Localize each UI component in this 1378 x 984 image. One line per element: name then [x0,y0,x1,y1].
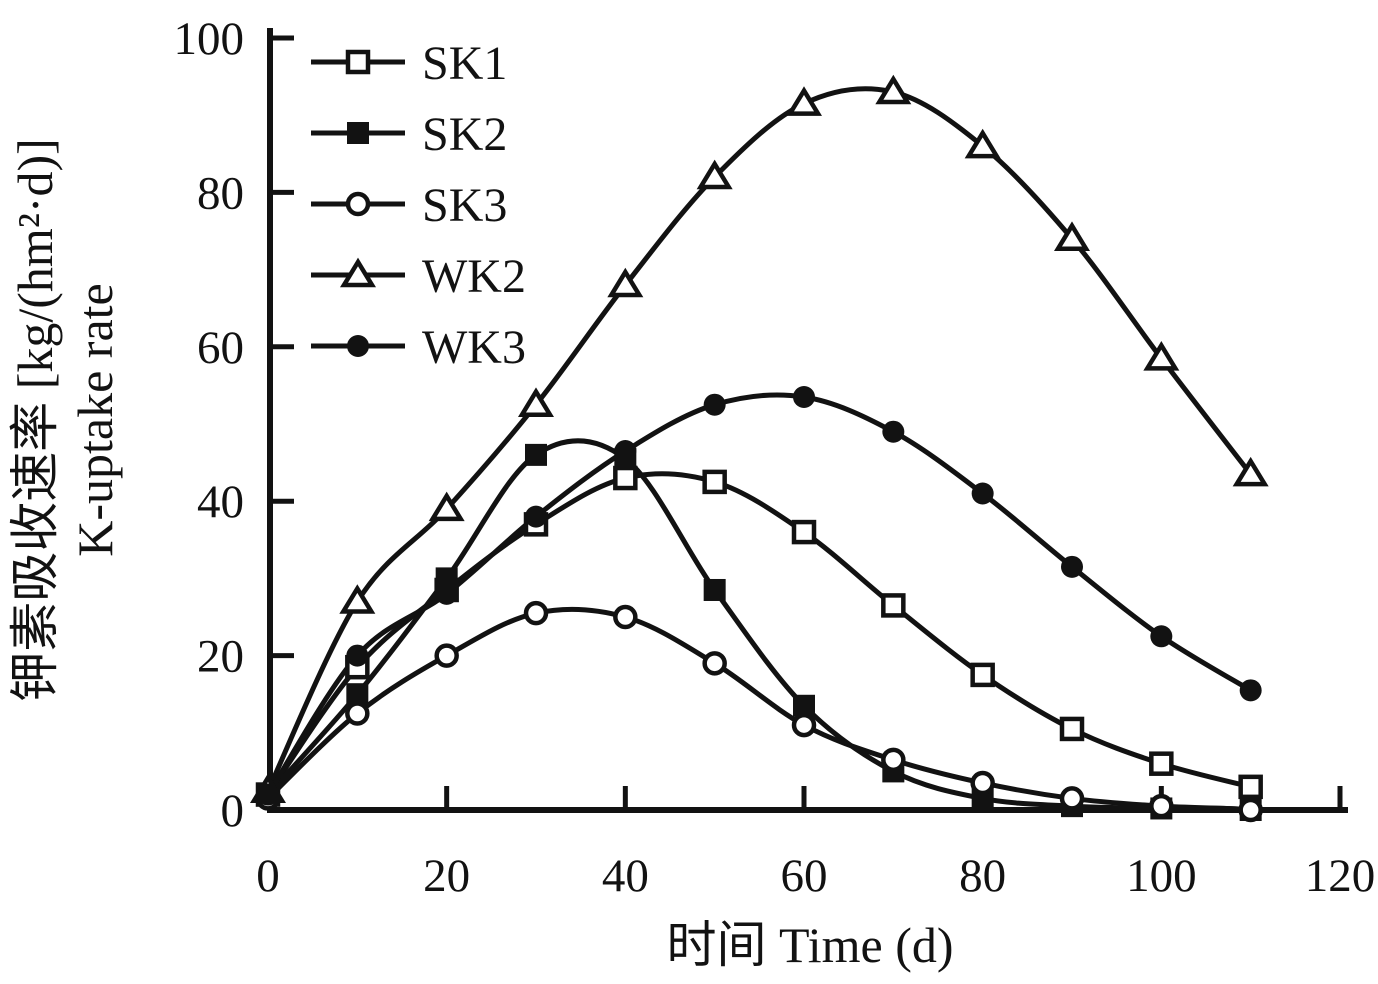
series-WK3-legend-marker [347,335,369,357]
series-WK3-marker [346,644,369,667]
series-SK3-marker [1238,797,1263,823]
series-SK2-marker [703,578,726,601]
x-tick-label: 20 [423,850,470,902]
series-SK3-marker [702,651,727,676]
legend-label-SK2: SK2 [422,108,507,161]
series-WK3-markers [257,385,1262,806]
series-SK2-legend-marker [347,122,369,144]
series-WK3-marker [435,582,458,605]
series-SK2-curve [266,438,1252,813]
y-axis-title-english: K-uptake rate [67,283,123,556]
series-SK2-marker [525,443,547,466]
series-SK3-marker [881,747,906,773]
series-WK2-marker [1053,221,1091,251]
legend-item-WK2: WK2 [311,250,526,303]
series-WK3-marker [971,482,994,505]
series-WK3-marker [525,505,547,528]
series-WK3-marker [703,393,726,416]
series-WK2-marker [785,86,823,116]
y-tick-label: 60 [197,322,244,374]
series-SK3-marker [970,770,995,796]
series-SK1-markers [255,465,1263,807]
series-SK3-marker [791,712,817,738]
series-SK1-marker [1149,751,1174,776]
y-tick-label: 100 [174,13,245,65]
y-tick-label: 20 [197,631,244,683]
legend-item-SK1: SK1 [311,37,507,90]
x-tick-label: 40 [602,850,649,902]
series-SK2-marker [793,694,815,717]
y-tick-label: 0 [221,785,245,837]
series-WK3-marker [257,783,279,806]
series-WK2-marker [964,128,1001,159]
series-WK3-marker [614,440,637,463]
series-WK2-marker [339,584,376,614]
legend-item-WK3: WK3 [311,321,526,374]
x-tick-label: 0 [256,850,280,902]
series-SK1-legend-marker [345,49,371,75]
y-tick-label: 80 [197,167,244,219]
series-WK3-marker [1150,625,1173,648]
series-SK1-marker [970,662,995,688]
series-SK1-marker [1238,774,1263,800]
series-SK3-marker [523,600,549,626]
legend-label-WK2: WK2 [422,250,526,303]
series-WK3-marker [882,420,905,443]
series-SK1-marker [1059,716,1085,742]
legend-item-SK3: SK3 [311,179,507,232]
y-axis-title-units: 钾素吸收速率 [kg/(hm²·d)] [7,138,63,702]
series-SK2-marker [346,683,369,706]
y-tick-label: 40 [197,476,244,528]
x-axis-title: 时间 Time (d) [666,917,953,973]
series-SK3-legend-marker [345,191,371,217]
series-WK2-legend-marker [339,257,377,288]
legend-label-SK1: SK1 [422,37,507,90]
x-tick-label: 120 [1305,850,1376,902]
series-WK2-marker [696,159,733,190]
series-SK1-marker [791,519,817,545]
series-WK2-marker [517,387,555,417]
series-WK2-marker [1232,456,1269,487]
x-tick-label: 100 [1126,850,1197,902]
series-WK3-marker [1061,555,1083,578]
legend-label-WK3: WK3 [422,321,526,374]
legend-item-SK2: SK2 [311,108,507,161]
series-SK3-marker [1149,793,1174,819]
tick-labels: 0 20 40 60 80 100 0 20 40 60 80 100 120 [174,13,1376,902]
series-WK2-marker [607,267,644,298]
x-tick-label: 60 [781,850,828,902]
series-SK3-markers [255,600,1263,823]
series-SK3-marker [613,604,638,630]
series-WK3-marker [1239,679,1262,702]
series-SK1-marker [613,465,638,491]
series-SK3-marker [345,701,370,726]
series-SK1-curve [265,471,1252,796]
series-WK3-curve [265,392,1252,796]
series-SK1-marker [881,593,906,618]
series-layer [249,74,1269,823]
x-tick-label: 80 [959,850,1006,902]
legend-label-SK3: SK3 [422,179,507,232]
legend: SK1 SK2 SK3 WK2 WK3 [311,37,526,374]
series-SK3-curve [266,606,1252,813]
series-WK2-marker [875,74,912,105]
series-SK3-marker [1059,786,1085,811]
series-SK3-marker [434,643,459,668]
series-SK1-marker [702,469,727,495]
series-WK2-marker [428,491,465,522]
series-WK2-curve [265,86,1253,792]
series-WK3-marker [793,385,815,408]
series-WK2-marker [1143,341,1180,371]
